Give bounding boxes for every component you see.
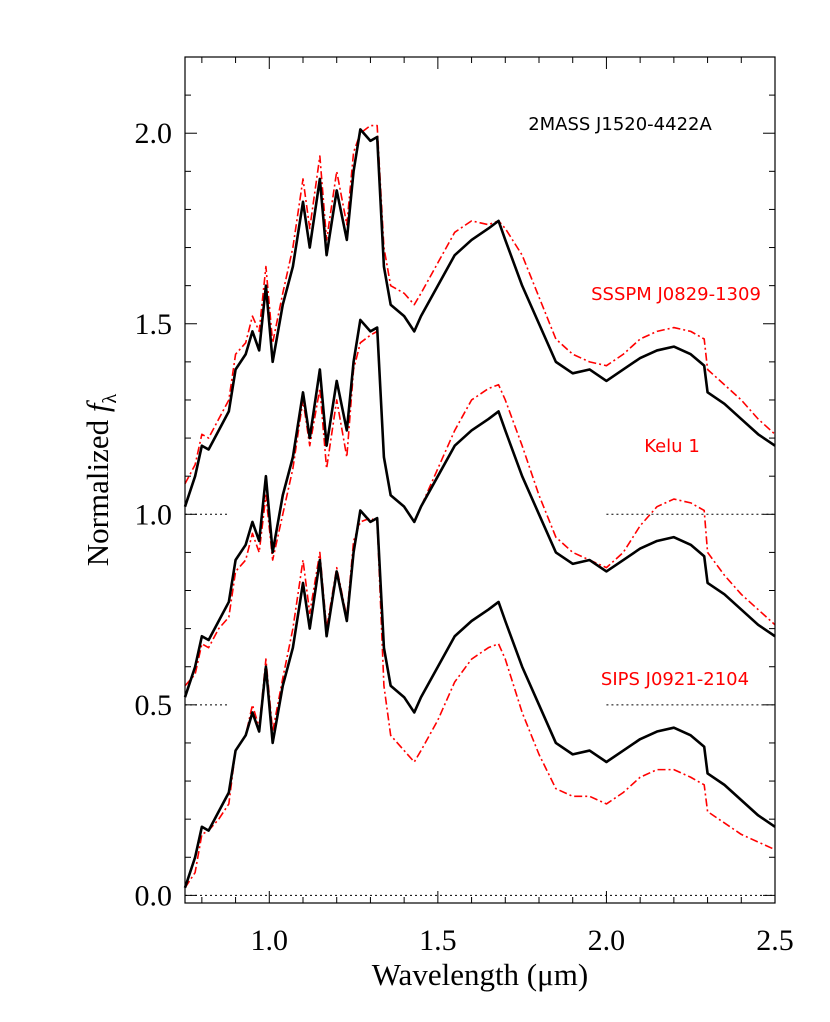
y-tick-label: 2.0 xyxy=(135,117,173,150)
y-tick-label: 1.0 xyxy=(135,498,173,531)
spectrum-line xyxy=(183,128,776,508)
spectrum-line xyxy=(184,330,776,687)
y-tick-label: 0.0 xyxy=(135,879,173,912)
y-tick-label: 0.5 xyxy=(135,689,173,722)
series-label: SSSPM J0829-1309 xyxy=(591,284,761,305)
x-tick-label: 2.0 xyxy=(588,924,626,957)
y-tick-label: 1.5 xyxy=(135,308,173,341)
spectrum-line xyxy=(183,509,776,889)
x-tick-label: 2.5 xyxy=(756,924,794,957)
spectrum-line xyxy=(183,318,776,698)
series-label: 2MASS J1520-4422A xyxy=(528,114,712,135)
y-axis-subscript: λ xyxy=(99,394,121,404)
plot-frame xyxy=(184,56,776,904)
series-label: Kelu 1 xyxy=(644,436,700,457)
spectrum-line xyxy=(184,124,776,485)
y-axis-label-text: Normalized xyxy=(80,419,115,566)
series-label: SIPS J0921-2104 xyxy=(601,669,749,690)
x-tick-label: 1.0 xyxy=(251,924,289,957)
y-axis-label: Normalized fλ xyxy=(80,394,121,567)
spectrum-line xyxy=(184,517,776,889)
x-axis-label: Wavelength (μm) xyxy=(372,957,588,992)
x-tick-label: 1.5 xyxy=(419,924,457,957)
